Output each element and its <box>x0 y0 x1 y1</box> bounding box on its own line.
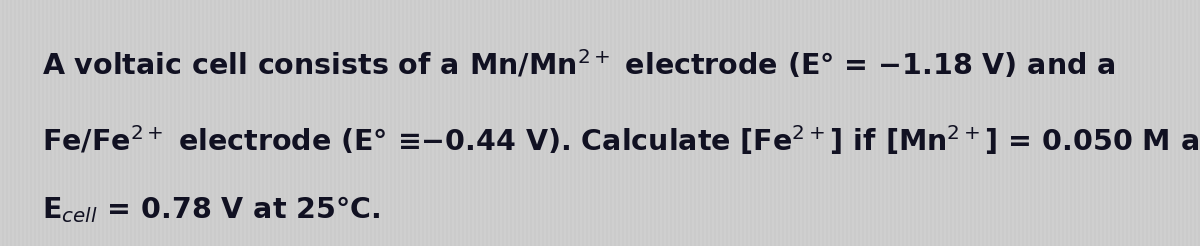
Text: A voltaic cell consists of a Mn/Mn$^{2+}$ electrode (E° = −1.18 V) and a: A voltaic cell consists of a Mn/Mn$^{2+}… <box>42 48 1116 81</box>
Text: E$_{cell}$ = 0.78 V at 25°C.: E$_{cell}$ = 0.78 V at 25°C. <box>42 195 380 225</box>
Text: Fe/Fe$^{2+}$ electrode (E° ≡−0.44 V). Calculate [Fe$^{2+}$] if [Mn$^{2+}$] = 0.0: Fe/Fe$^{2+}$ electrode (E° ≡−0.44 V). Ca… <box>42 123 1200 157</box>
